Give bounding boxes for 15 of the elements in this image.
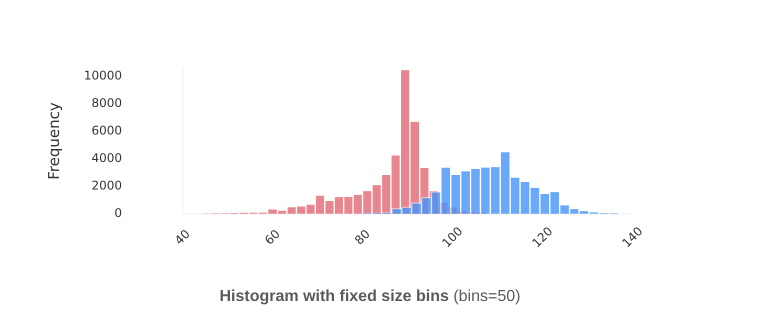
- x-tick-label: 100: [439, 224, 466, 250]
- y-tick-label: 10000: [84, 68, 122, 83]
- x-tick-label: 140: [619, 224, 646, 250]
- text: Histogram with fixed size bins: [220, 288, 449, 305]
- y-tick-label: 8000: [91, 96, 122, 110]
- y-tick-label: 0: [114, 206, 122, 220]
- y-tick-label: 6000: [91, 124, 122, 138]
- x-tick-label: 120: [529, 224, 556, 250]
- y-axis-title: Frequency: [44, 102, 63, 180]
- y-tick-label: 2000: [91, 178, 122, 192]
- x-tick-label: 80: [352, 226, 373, 248]
- y-tick-label: 4000: [91, 150, 122, 165]
- x-tick-label: 60: [262, 226, 283, 248]
- x-tick-label: 40: [172, 226, 193, 248]
- text: (bins=50): [453, 288, 520, 305]
